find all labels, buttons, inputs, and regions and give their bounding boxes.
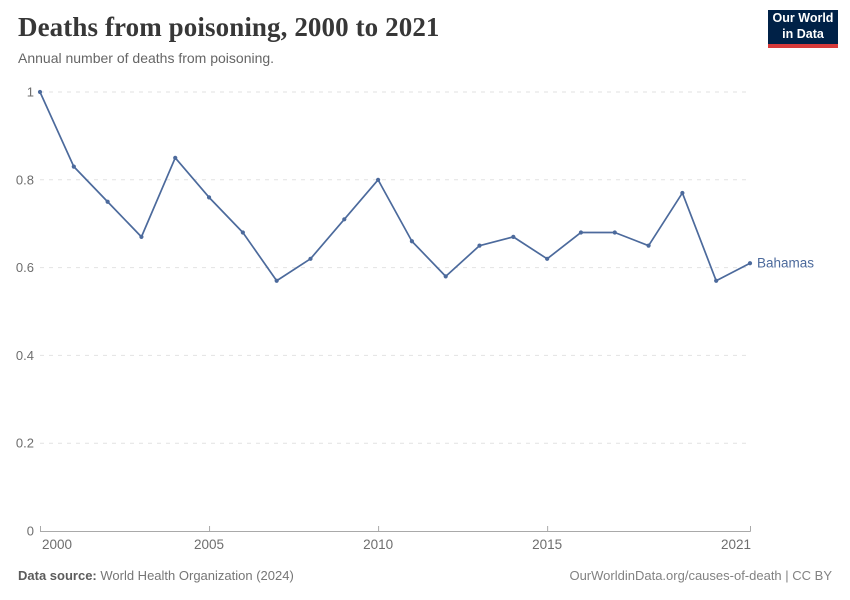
- x-axis-tick-label: 2000: [42, 537, 72, 552]
- y-axis-tick-label: 0.2: [16, 436, 34, 451]
- data-point[interactable]: [545, 256, 550, 261]
- chart-footer: Data source: World Health Organization (…: [18, 568, 832, 583]
- y-axis-tick-label: 0.4: [16, 348, 34, 363]
- data-point[interactable]: [71, 164, 76, 169]
- y-axis-tick-label: 0: [27, 524, 34, 539]
- y-axis-tick-label: 1: [27, 85, 34, 100]
- data-point[interactable]: [680, 190, 685, 196]
- data-point[interactable]: [612, 230, 617, 235]
- series-label[interactable]: Bahamas: [757, 256, 814, 271]
- data-point[interactable]: [511, 234, 516, 239]
- data-source-value: World Health Organization (2024): [96, 568, 294, 583]
- data-point[interactable]: [409, 239, 415, 244]
- data-line[interactable]: [39, 91, 751, 282]
- license-credit[interactable]: OurWorldinData.org/causes-of-death | CC …: [569, 568, 832, 583]
- data-point[interactable]: [342, 217, 347, 222]
- data-point[interactable]: [646, 243, 651, 248]
- data-point[interactable]: [375, 177, 381, 182]
- x-axis-tick-label: 2005: [194, 537, 224, 552]
- data-source-label: Data source:: [18, 568, 97, 583]
- y-axis-tick-label: 0.8: [16, 172, 34, 187]
- data-point[interactable]: [139, 234, 144, 239]
- data-source: Data source: World Health Organization (…: [18, 568, 294, 583]
- data-point[interactable]: [105, 199, 110, 204]
- data-point[interactable]: [477, 243, 482, 248]
- data-point[interactable]: [747, 261, 753, 266]
- y-axis-tick-label: 0.6: [16, 260, 34, 275]
- data-point[interactable]: [714, 278, 719, 283]
- data-point[interactable]: [308, 256, 313, 261]
- data-point[interactable]: [274, 278, 279, 283]
- data-point[interactable]: [206, 195, 212, 200]
- owid-logo-line1: Our World: [772, 11, 834, 26]
- owid-logo[interactable]: Our World in Data: [768, 10, 838, 48]
- data-point[interactable]: [173, 155, 178, 160]
- owid-logo-line2: in Data: [782, 27, 824, 41]
- x-axis-tick-label: 2015: [532, 537, 562, 552]
- data-point[interactable]: [578, 230, 584, 235]
- chart-title: Deaths from poisoning, 2000 to 2021: [18, 12, 440, 42]
- x-axis-tick-label: 2010: [363, 537, 393, 552]
- data-point[interactable]: [37, 89, 43, 95]
- data-point[interactable]: [443, 274, 448, 279]
- chart-subtitle: Annual number of deaths from poisoning.: [18, 50, 275, 66]
- data-point[interactable]: [240, 230, 245, 235]
- x-axis-tick-label: 2021: [721, 537, 751, 552]
